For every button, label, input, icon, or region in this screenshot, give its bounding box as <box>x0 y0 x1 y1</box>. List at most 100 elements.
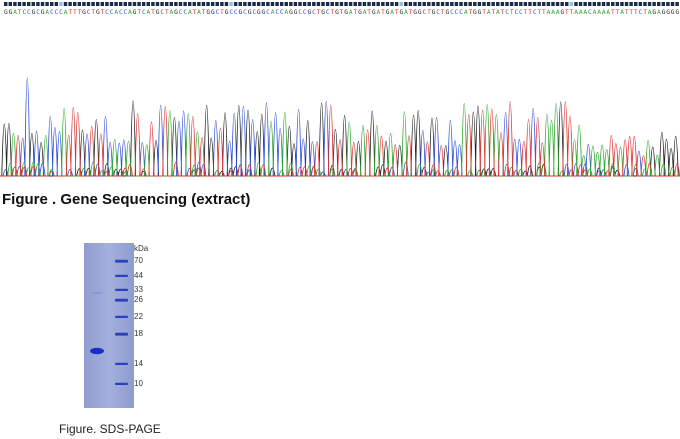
quality-tick <box>325 2 330 6</box>
quality-tick <box>560 2 564 6</box>
quality-tick <box>496 2 500 6</box>
ladder-band-44 <box>115 274 128 277</box>
base-letter: T <box>427 9 431 16</box>
quality-tick <box>8 2 13 6</box>
base-letter: T <box>634 9 638 16</box>
quality-tick <box>293 2 298 6</box>
base-letter: G <box>41 9 45 16</box>
base-letter: T <box>625 9 629 16</box>
base-letter: T <box>611 9 615 16</box>
quality-tick <box>652 2 656 6</box>
quality-tick <box>532 2 537 6</box>
quality-tick <box>275 2 279 6</box>
quality-tick <box>197 2 201 6</box>
trace-t <box>0 101 680 177</box>
quality-tick <box>514 2 518 6</box>
base-letter: G <box>478 9 482 16</box>
base-letter: A <box>579 9 583 16</box>
base-letter: A <box>547 9 551 16</box>
base-letter: G <box>211 9 215 16</box>
base-letter: C <box>312 9 316 16</box>
base-letter: A <box>45 9 49 16</box>
base-letter: C <box>505 9 509 16</box>
quality-tick <box>574 2 578 6</box>
quality-tick <box>555 2 560 6</box>
quality-tick <box>183 2 187 6</box>
marker-label-70: 70 <box>134 256 143 265</box>
quality-tick <box>551 2 555 6</box>
base-letter: A <box>349 9 353 16</box>
base-letter: G <box>4 9 8 16</box>
base-letter: G <box>358 9 362 16</box>
quality-tick <box>615 2 620 6</box>
base-letter: T <box>537 9 541 16</box>
base-letter: C <box>55 9 59 16</box>
base-letter: C <box>514 9 518 16</box>
ladder-band-22 <box>115 315 128 318</box>
quality-tick <box>348 2 353 6</box>
base-letter: C <box>459 9 463 16</box>
quality-tick <box>59 2 63 6</box>
base-letter: A <box>487 9 491 16</box>
quality-tick <box>233 2 238 6</box>
quality-tick <box>358 2 362 6</box>
base-letter: A <box>114 9 118 16</box>
quality-tick <box>620 2 624 6</box>
base-letter: A <box>363 9 367 16</box>
base-letter: C <box>160 9 164 16</box>
quality-tick <box>486 2 491 6</box>
quality-tick <box>565 2 569 6</box>
base-letter: T <box>367 9 371 16</box>
quality-tick <box>284 2 288 6</box>
base-letter: T <box>491 9 495 16</box>
quality-tick <box>362 2 367 6</box>
quality-tick <box>229 2 233 6</box>
base-letter: A <box>285 9 289 16</box>
quality-tick <box>105 2 109 6</box>
quality-tick <box>279 2 284 6</box>
quality-tick <box>528 2 532 6</box>
base-letter: A <box>593 9 597 16</box>
base-letter: G <box>32 9 36 16</box>
base-letter: C <box>588 9 592 16</box>
base-letter: G <box>675 9 679 16</box>
base-letter: G <box>262 9 266 16</box>
quality-tick <box>330 2 334 6</box>
quality-tick <box>592 2 597 6</box>
quality-tick <box>146 2 151 6</box>
base-letter: A <box>574 9 578 16</box>
base-letter: G <box>413 9 417 16</box>
quality-tick <box>445 2 449 6</box>
base-letter: A <box>188 9 192 16</box>
quality-tick <box>36 2 40 6</box>
base-letter: A <box>602 9 606 16</box>
base-letter: C <box>59 9 63 16</box>
quality-tick <box>243 2 247 6</box>
quality-tick <box>601 2 606 6</box>
base-letter: G <box>671 9 675 16</box>
quality-tick <box>77 2 82 6</box>
base-letter: T <box>570 9 574 16</box>
quality-tick <box>505 2 509 6</box>
trace-a <box>0 102 680 177</box>
kda-unit-label: kDa <box>134 244 149 253</box>
ladder-band-18 <box>115 332 128 336</box>
base-letter: T <box>165 9 169 16</box>
quality-tick <box>252 2 256 6</box>
sample-band <box>90 347 104 355</box>
quality-tick <box>675 2 679 6</box>
base-letter: C <box>229 9 233 16</box>
base-letter: G <box>432 9 436 16</box>
quality-tick <box>95 2 100 6</box>
quality-tick <box>312 2 316 6</box>
base-letter: C <box>639 9 643 16</box>
quality-tick <box>491 2 495 6</box>
base-letter: T <box>202 9 206 16</box>
quality-tick <box>399 2 403 6</box>
quality-tick <box>174 2 178 6</box>
base-letter: C <box>455 9 459 16</box>
quality-score-bar <box>4 2 679 6</box>
base-letter: A <box>551 9 555 16</box>
quality-tick <box>132 2 137 6</box>
